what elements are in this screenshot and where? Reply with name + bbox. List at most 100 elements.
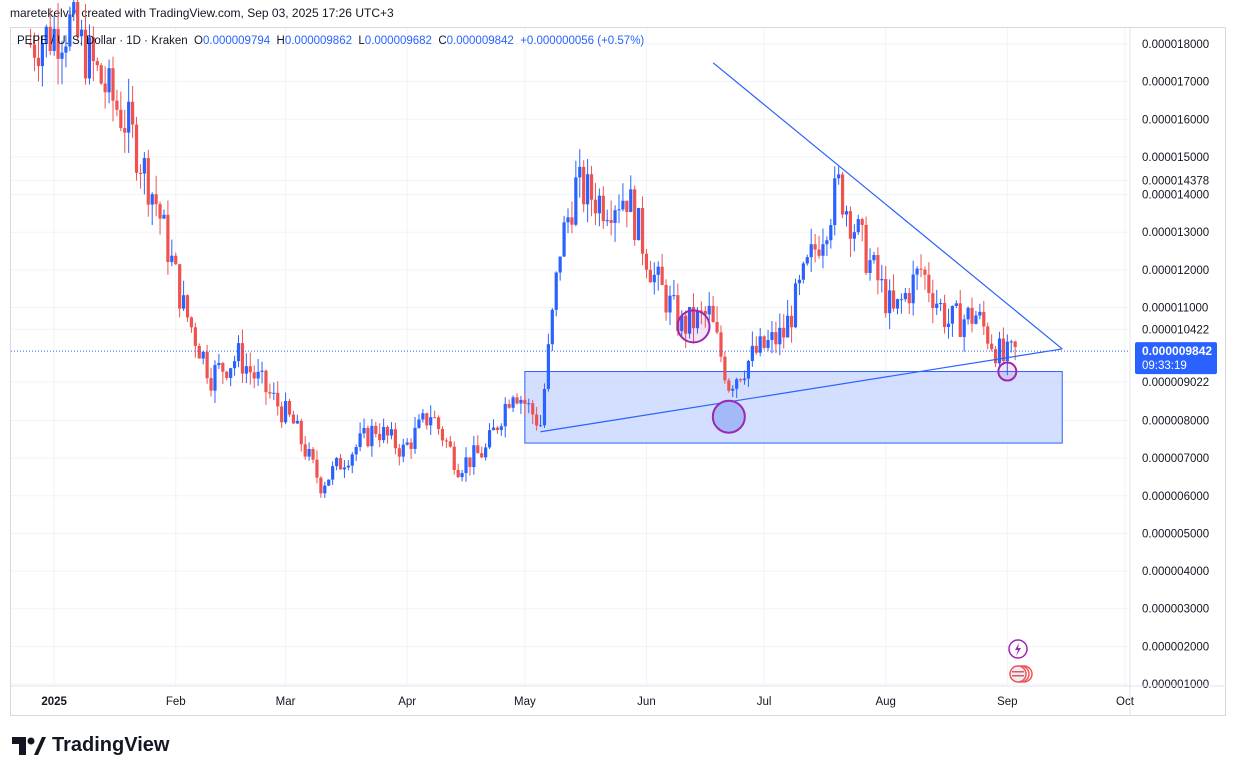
y-tick-label: 0.000016000 xyxy=(1142,114,1209,126)
candle-body xyxy=(48,26,52,51)
price-label-box xyxy=(1135,342,1217,375)
candle-body xyxy=(134,124,139,173)
candle-body xyxy=(119,109,123,129)
y-tick-label: 0.000017000 xyxy=(1142,77,1209,89)
candle-body xyxy=(829,225,833,241)
candle-body xyxy=(256,371,260,379)
candle-body xyxy=(868,260,872,273)
candle-body xyxy=(425,413,429,426)
y-tick-label: 0.000006000 xyxy=(1142,491,1209,503)
candle-body xyxy=(766,339,770,348)
candle-body xyxy=(499,426,503,431)
candle-body xyxy=(452,446,456,470)
candle-body xyxy=(856,219,860,233)
candle-body xyxy=(833,178,837,226)
candle-body xyxy=(738,379,743,381)
candle-body xyxy=(629,189,633,212)
candle-body xyxy=(80,29,84,37)
candle-body xyxy=(621,200,625,210)
circle-markers xyxy=(676,309,1018,434)
tradingview-brand[interactable]: TradingView xyxy=(12,734,169,757)
x-tick-label: May xyxy=(514,696,536,708)
candle-body xyxy=(695,310,700,329)
candle-body xyxy=(915,268,919,275)
y-tick-label: 0.000018000 xyxy=(1142,39,1209,51)
candle-body xyxy=(197,345,201,359)
candle-body xyxy=(72,2,76,15)
candle-body xyxy=(574,177,578,225)
candle-body xyxy=(927,274,931,294)
candle-body xyxy=(707,305,711,315)
candle-body xyxy=(911,274,915,304)
candle-body xyxy=(731,388,735,391)
candle-body xyxy=(848,211,853,239)
candle-body xyxy=(939,302,943,304)
candle-body xyxy=(491,427,496,431)
candle-body xyxy=(593,199,598,214)
candle-body xyxy=(637,208,641,241)
candle-body xyxy=(189,317,194,328)
candle-body xyxy=(582,166,586,205)
candle-body xyxy=(554,272,558,310)
candle-body xyxy=(746,360,751,379)
symbol-legend: PEPE / U. S. Dollar · 1D · Kraken O0.000… xyxy=(17,35,644,47)
candle-body xyxy=(123,128,127,133)
candle-body xyxy=(754,345,758,353)
circle-marker xyxy=(711,399,746,434)
candle-body xyxy=(370,425,374,447)
candle-body xyxy=(181,295,186,309)
x-tick-label: Jul xyxy=(757,696,772,708)
candle-body xyxy=(205,351,209,379)
low-value: 0.000009682 xyxy=(364,35,432,47)
candle-body xyxy=(907,293,911,304)
y-tick-label: 0.000009022 xyxy=(1142,377,1209,389)
y-tick-label: 0.000007000 xyxy=(1142,453,1209,465)
event-icons xyxy=(1008,639,1033,683)
candle-body xyxy=(327,479,331,486)
candle-body xyxy=(468,457,472,468)
y-tick-label: 0.000014000 xyxy=(1142,190,1209,202)
chart-grid xyxy=(11,28,1130,686)
trendlines xyxy=(11,62,1130,433)
candle-body xyxy=(331,466,335,480)
candle-body xyxy=(558,256,562,273)
candle-body xyxy=(444,440,449,442)
candle-body xyxy=(719,332,723,357)
candle-body xyxy=(193,327,197,346)
candle-body xyxy=(958,303,962,337)
candle-body xyxy=(672,295,676,297)
high-label: H xyxy=(276,35,285,47)
candle-body xyxy=(229,368,233,378)
candle-body xyxy=(248,366,252,373)
candle-body xyxy=(876,255,880,281)
candle-body xyxy=(793,283,798,328)
candle-body xyxy=(817,249,821,256)
candle-body xyxy=(652,274,656,283)
candle-body xyxy=(919,268,923,270)
candle-body xyxy=(127,101,131,133)
candle-body xyxy=(656,266,660,275)
candle-body xyxy=(111,68,115,101)
candle-body xyxy=(56,28,60,59)
candle-body xyxy=(170,255,174,263)
candle-body xyxy=(527,403,531,405)
candle-body xyxy=(401,444,405,457)
candle-body xyxy=(750,345,754,361)
candle-body xyxy=(32,44,37,58)
close-value: 0.000009842 xyxy=(446,35,514,47)
candle-body xyxy=(283,400,288,423)
candle-body xyxy=(550,309,554,345)
candle-body xyxy=(974,315,978,324)
candle-body xyxy=(221,363,225,372)
candle-body xyxy=(566,217,570,223)
candle-body xyxy=(844,211,849,215)
candle-body xyxy=(476,445,480,454)
chart-frame xyxy=(10,27,1226,716)
attribution-text: maretekelvin created with TradingView.co… xyxy=(10,6,394,20)
candle-body xyxy=(232,361,237,369)
candle-body xyxy=(421,413,425,420)
candle-body xyxy=(158,204,162,219)
candle-body xyxy=(931,293,935,308)
candle-body xyxy=(801,263,805,280)
